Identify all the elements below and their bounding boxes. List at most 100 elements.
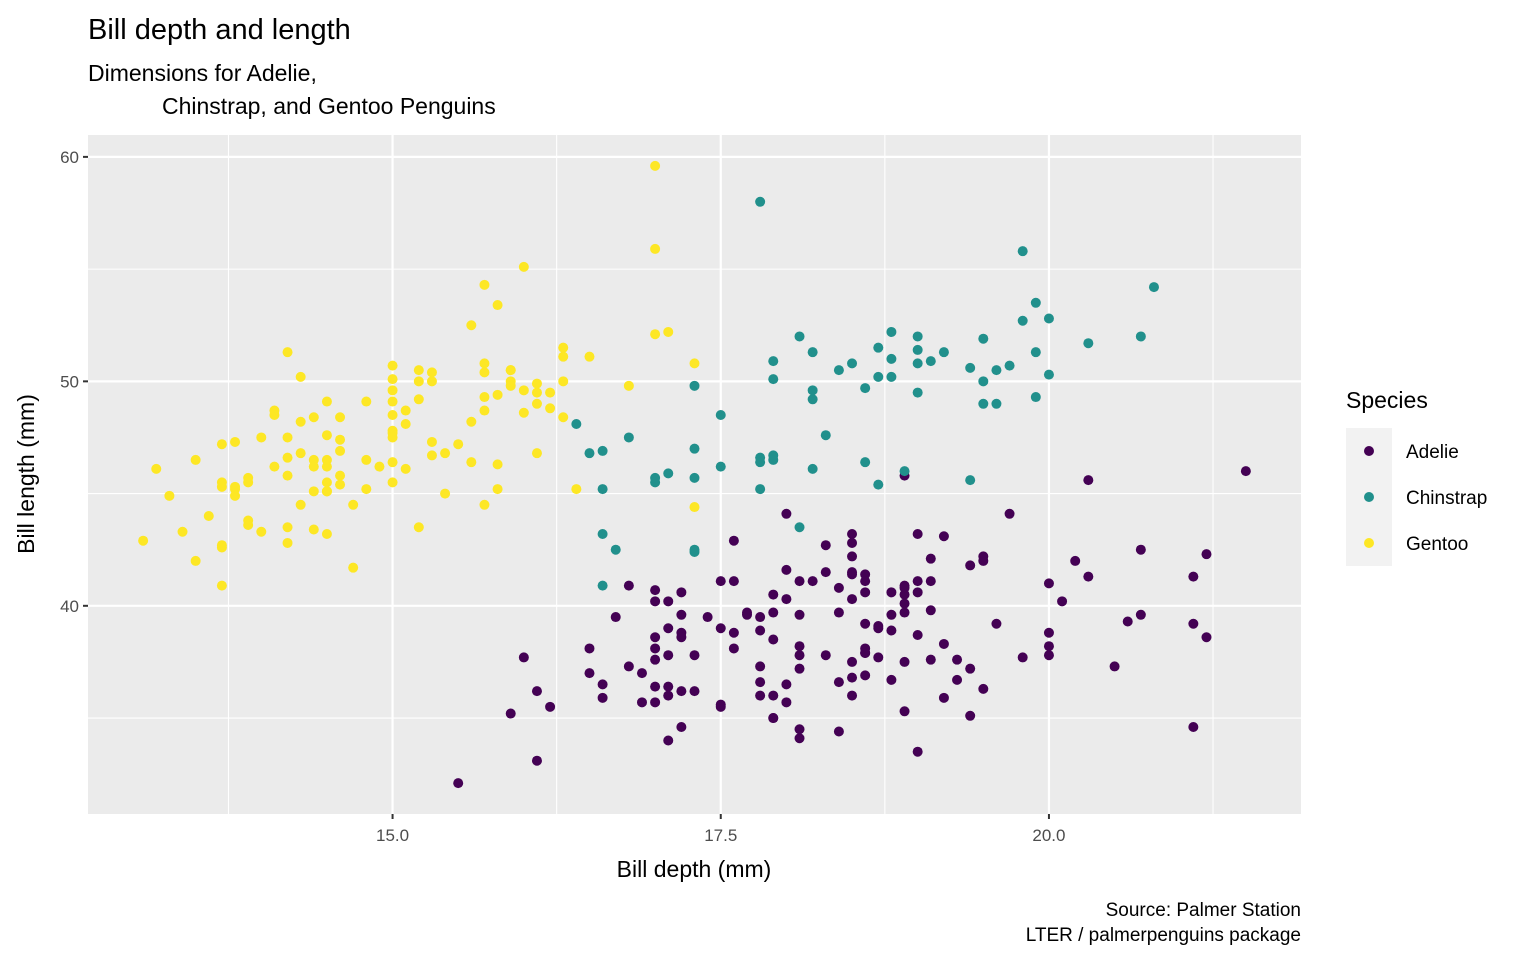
point-gentoo bbox=[505, 365, 516, 376]
point-adelie bbox=[1083, 475, 1094, 486]
point-gentoo bbox=[623, 380, 634, 391]
point-adelie bbox=[820, 567, 831, 578]
point-chinstrap bbox=[860, 383, 871, 394]
point-adelie bbox=[847, 594, 858, 605]
point-adelie bbox=[820, 540, 831, 551]
point-gentoo bbox=[531, 387, 542, 398]
point-chinstrap bbox=[873, 342, 884, 353]
point-adelie bbox=[912, 746, 923, 757]
point-chinstrap bbox=[886, 353, 897, 364]
legend-key-gentoo bbox=[1364, 538, 1374, 548]
point-gentoo bbox=[571, 484, 582, 495]
x-tick-label: 20.0 bbox=[1032, 826, 1065, 845]
point-adelie bbox=[781, 508, 792, 519]
point-adelie bbox=[925, 553, 936, 564]
point-adelie bbox=[807, 576, 818, 587]
point-adelie bbox=[794, 724, 805, 735]
point-adelie bbox=[925, 605, 936, 616]
point-adelie bbox=[794, 663, 805, 674]
point-chinstrap bbox=[689, 380, 700, 391]
point-gentoo bbox=[256, 526, 267, 537]
legend-key-adelie bbox=[1364, 446, 1374, 456]
point-adelie bbox=[873, 652, 884, 663]
point-gentoo bbox=[230, 490, 241, 501]
point-adelie bbox=[1043, 578, 1054, 589]
point-chinstrap bbox=[755, 196, 766, 207]
point-adelie bbox=[912, 576, 923, 587]
point-gentoo bbox=[466, 320, 477, 331]
point-adelie bbox=[847, 551, 858, 562]
point-gentoo bbox=[335, 470, 346, 481]
point-adelie bbox=[925, 654, 936, 665]
caption-line-2: LTER / palmerpenguins package bbox=[1026, 925, 1301, 946]
point-chinstrap bbox=[912, 358, 923, 369]
point-adelie bbox=[676, 587, 687, 598]
point-adelie bbox=[755, 625, 766, 636]
point-gentoo bbox=[335, 479, 346, 490]
point-adelie bbox=[663, 735, 674, 746]
point-gentoo bbox=[321, 486, 332, 497]
point-adelie bbox=[1188, 722, 1199, 733]
point-gentoo bbox=[479, 358, 490, 369]
point-adelie bbox=[1043, 650, 1054, 661]
point-adelie bbox=[938, 638, 949, 649]
point-chinstrap bbox=[886, 371, 897, 382]
point-adelie bbox=[755, 661, 766, 672]
point-gentoo bbox=[295, 371, 306, 382]
point-adelie bbox=[768, 690, 779, 701]
point-chinstrap bbox=[820, 430, 831, 441]
point-chinstrap bbox=[978, 333, 989, 344]
point-gentoo bbox=[479, 367, 490, 378]
point-adelie bbox=[912, 629, 923, 640]
point-gentoo bbox=[492, 300, 503, 311]
point-gentoo bbox=[387, 432, 398, 443]
point-gentoo bbox=[321, 454, 332, 465]
point-adelie bbox=[728, 535, 739, 546]
point-adelie bbox=[794, 650, 805, 661]
point-adelie bbox=[650, 643, 661, 654]
point-adelie bbox=[781, 594, 792, 605]
point-gentoo bbox=[387, 396, 398, 407]
y-tick-label: 50 bbox=[60, 372, 79, 391]
point-adelie bbox=[663, 623, 674, 634]
point-adelie bbox=[623, 580, 634, 591]
point-gentoo bbox=[387, 457, 398, 468]
y-tick-label: 60 bbox=[60, 148, 79, 167]
point-adelie bbox=[584, 643, 595, 654]
point-gentoo bbox=[505, 380, 516, 391]
point-adelie bbox=[886, 674, 897, 685]
point-adelie bbox=[676, 722, 687, 733]
point-adelie bbox=[1135, 609, 1146, 620]
point-chinstrap bbox=[715, 461, 726, 472]
point-adelie bbox=[886, 587, 897, 598]
point-adelie bbox=[781, 697, 792, 708]
point-gentoo bbox=[308, 412, 319, 423]
point-gentoo bbox=[413, 394, 424, 405]
point-chinstrap bbox=[873, 371, 884, 382]
point-gentoo bbox=[558, 351, 569, 362]
point-gentoo bbox=[295, 416, 306, 427]
point-adelie bbox=[847, 690, 858, 701]
point-adelie bbox=[715, 623, 726, 634]
point-gentoo bbox=[308, 486, 319, 497]
point-chinstrap bbox=[584, 448, 595, 459]
point-adelie bbox=[833, 582, 844, 593]
point-gentoo bbox=[531, 378, 542, 389]
point-gentoo bbox=[243, 472, 254, 483]
point-adelie bbox=[689, 650, 700, 661]
point-adelie bbox=[755, 677, 766, 688]
point-chinstrap bbox=[1017, 315, 1028, 326]
point-adelie bbox=[978, 683, 989, 694]
point-adelie bbox=[847, 528, 858, 539]
point-adelie bbox=[663, 596, 674, 607]
point-chinstrap bbox=[663, 468, 674, 479]
point-chinstrap bbox=[610, 544, 621, 555]
point-gentoo bbox=[138, 535, 149, 546]
point-adelie bbox=[755, 612, 766, 623]
point-adelie bbox=[768, 589, 779, 600]
point-gentoo bbox=[426, 367, 437, 378]
point-gentoo bbox=[466, 416, 477, 427]
point-adelie bbox=[650, 681, 661, 692]
point-chinstrap bbox=[912, 344, 923, 355]
point-gentoo bbox=[387, 385, 398, 396]
